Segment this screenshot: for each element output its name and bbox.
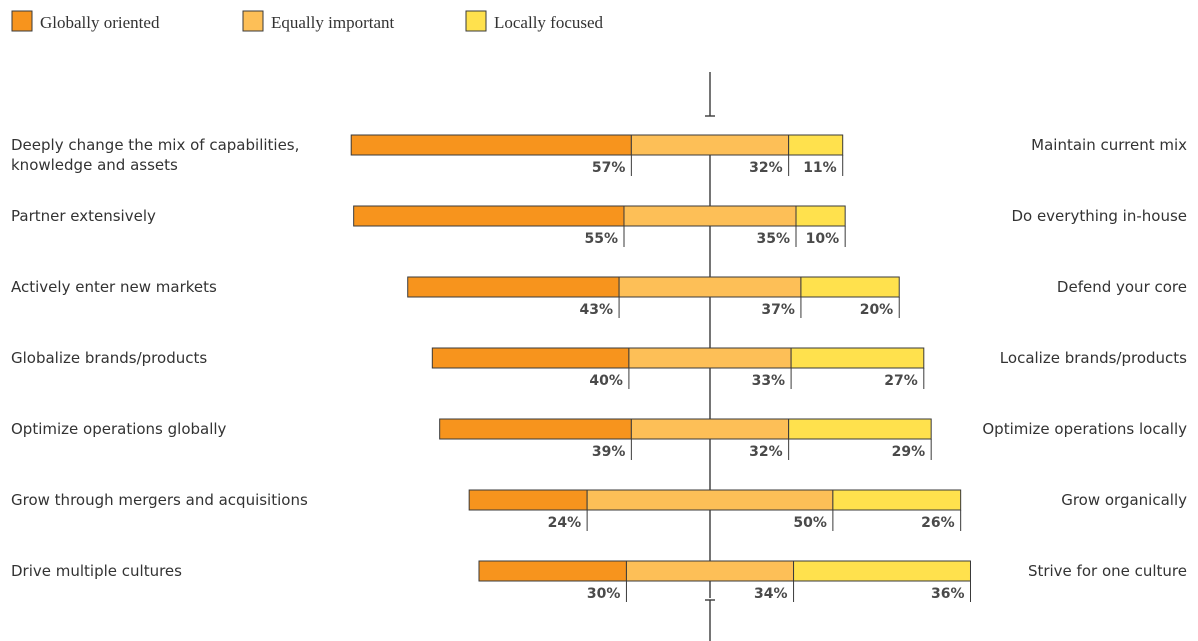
data-label-local: 27% [884, 373, 918, 389]
data-label-local: 10% [806, 231, 840, 247]
row-7: Drive multiple cultures Strive for one cu… [11, 560, 1187, 602]
data-label-equal: 34% [754, 586, 788, 602]
row-6: Grow through mergers and acquisitions Gro… [11, 489, 1187, 531]
bar-segment-equal [628, 347, 792, 369]
data-label-local: 29% [892, 444, 926, 460]
bar-segment-equal [623, 205, 797, 227]
data-label-local: 36% [931, 586, 965, 602]
right-label: Maintain current mix [1031, 136, 1187, 154]
data-label-local: 20% [860, 302, 894, 318]
data-label-global: 40% [589, 373, 623, 389]
legend-swatch-equal [242, 10, 264, 32]
bar-segment-local [800, 276, 900, 298]
bar-segment-equal [586, 489, 834, 511]
data-label-equal: 32% [749, 444, 783, 460]
right-label: Grow organically [1061, 491, 1187, 509]
right-label: Do everything in-house [1011, 207, 1187, 225]
left-label: Grow through mergers and acquisitions [11, 491, 308, 509]
bar-segment-global [468, 489, 588, 511]
legend-label-local: Locally focused [494, 13, 604, 32]
right-label: Defend your core [1057, 278, 1187, 296]
bar-segment-local [788, 418, 932, 440]
data-label-local: 26% [921, 515, 955, 531]
data-label-equal: 33% [752, 373, 786, 389]
row-1: Deeply change the mix of capabilities, kn… [11, 134, 1187, 176]
left-label: Partner extensively [11, 207, 156, 225]
data-label-equal: 37% [761, 302, 795, 318]
data-label-equal: 50% [793, 515, 827, 531]
left-label: Deeply change the mix of capabilities, [11, 136, 299, 154]
bar-segment-global [353, 205, 625, 227]
data-label-global: 24% [548, 515, 582, 531]
row-4: Globalize brands/products Localize brands… [11, 347, 1187, 389]
bar-segment-equal [630, 134, 790, 156]
bar-segment-local [790, 347, 925, 369]
left-label: knowledge and assets [11, 156, 178, 174]
bar-segment-local [795, 205, 846, 227]
bar-segment-local [793, 560, 971, 582]
data-label-local: 11% [803, 160, 837, 176]
data-label-global: 43% [580, 302, 614, 318]
legend: Globally oriented Equally important Locall… [11, 10, 604, 32]
right-label: Optimize operations locally [982, 420, 1187, 438]
chart-rows: Deeply change the mix of capabilities, kn… [11, 134, 1187, 602]
data-label-global: 57% [592, 160, 626, 176]
row-3: Actively enter new markets Defend your co… [11, 276, 1187, 318]
data-label-equal: 35% [756, 231, 790, 247]
bar-segment-global [439, 418, 632, 440]
data-label-equal: 32% [749, 160, 783, 176]
bar-segment-local [788, 134, 844, 156]
left-label: Actively enter new markets [11, 278, 217, 296]
legend-label-equal: Equally important [271, 13, 395, 32]
data-label-global: 55% [584, 231, 618, 247]
left-label: Optimize operations globally [11, 420, 227, 438]
right-label: Localize brands/products [1000, 349, 1187, 367]
legend-label-global: Globally oriented [40, 13, 160, 32]
row-2: Partner extensively Do everything in-hous… [11, 205, 1187, 247]
left-label: Globalize brands/products [11, 349, 207, 367]
bar-segment-global [478, 560, 627, 582]
bar-segment-global [407, 276, 620, 298]
bar-segment-global [431, 347, 630, 369]
data-label-global: 30% [587, 586, 621, 602]
row-5: Optimize operations globally Optimize ope… [11, 418, 1187, 460]
legend-swatch-global [11, 10, 33, 32]
left-label: Drive multiple cultures [11, 562, 182, 580]
bar-segment-global [350, 134, 632, 156]
bar-segment-equal [625, 560, 795, 582]
bar-segment-equal [618, 276, 802, 298]
bar-segment-local [832, 489, 962, 511]
data-label-global: 39% [592, 444, 626, 460]
right-label: Strive for one culture [1028, 562, 1187, 580]
bar-segment-equal [630, 418, 790, 440]
legend-swatch-local [465, 10, 487, 32]
